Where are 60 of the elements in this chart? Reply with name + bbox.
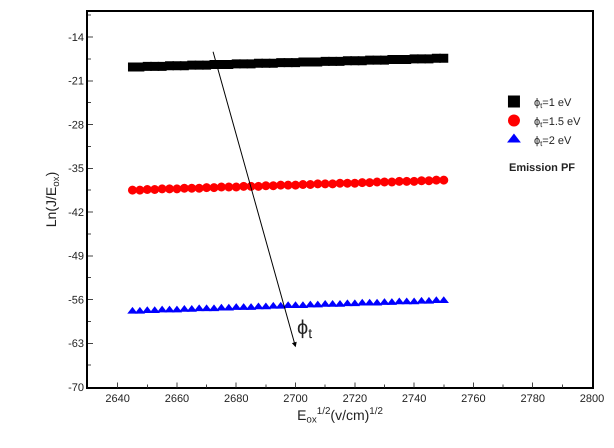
point [276, 180, 286, 190]
point [239, 182, 248, 191]
point [306, 180, 315, 189]
point [402, 176, 412, 186]
point [394, 176, 404, 186]
x-axis-title: E$_{ox}$$^{1/2}$(v/cm)$^{1/2}$ [297, 406, 383, 426]
x-tick-label: 2740 [402, 392, 426, 405]
point [216, 182, 226, 192]
x-tick-label: 2680 [224, 392, 248, 405]
point [350, 178, 360, 188]
point [210, 183, 218, 192]
point [432, 176, 441, 185]
point [158, 184, 167, 194]
point [365, 178, 374, 188]
point [202, 183, 212, 192]
point [284, 180, 293, 190]
y-tick-label: -28 [68, 119, 84, 132]
x-tick-label: 2780 [520, 392, 545, 405]
point [298, 180, 308, 189]
point [254, 182, 263, 191]
y-tick-label: -21 [68, 76, 84, 88]
point [328, 179, 338, 188]
point [180, 184, 189, 193]
point [232, 182, 241, 192]
y-tick-label: -70 [68, 382, 84, 394]
annotation: Emission PF [509, 162, 576, 174]
y-tick-label: -63 [68, 338, 84, 350]
point [135, 186, 144, 195]
point [128, 186, 137, 195]
point [261, 181, 270, 190]
point [372, 178, 382, 186]
point [358, 178, 367, 188]
legend-label: ϕ$_{t}$=1.5 eV [534, 116, 582, 130]
point [439, 54, 448, 63]
annotation: ϕ$_{t}$ [297, 317, 312, 342]
point [172, 184, 182, 194]
y-tick-label: -35 [68, 163, 84, 176]
legend-label: ϕ$_{t}$=1 eV [534, 96, 572, 110]
point [165, 184, 174, 194]
point [150, 185, 160, 194]
point [142, 185, 152, 194]
y-tick-label: -14 [68, 32, 84, 44]
x-tick-label: 2640 [105, 392, 130, 405]
x-tick-label: 2700 [283, 392, 308, 405]
point [410, 176, 419, 186]
x-tick-label: 2800 [580, 392, 604, 405]
point [439, 176, 448, 185]
x-tick-label: 2660 [164, 392, 190, 405]
point [387, 178, 396, 186]
point [380, 178, 389, 186]
point [313, 179, 322, 188]
point [424, 176, 434, 186]
y-tick-label: -56 [68, 294, 84, 306]
point [224, 182, 234, 192]
y-tick-label: -49 [68, 250, 84, 263]
x-tick-label: 2760 [461, 392, 486, 405]
x-tick-label: 2720 [342, 392, 368, 405]
legend-label: ϕ$_{t}$=2 eV [534, 134, 572, 148]
y-tick-label: -42 [68, 206, 84, 219]
point [291, 180, 300, 190]
